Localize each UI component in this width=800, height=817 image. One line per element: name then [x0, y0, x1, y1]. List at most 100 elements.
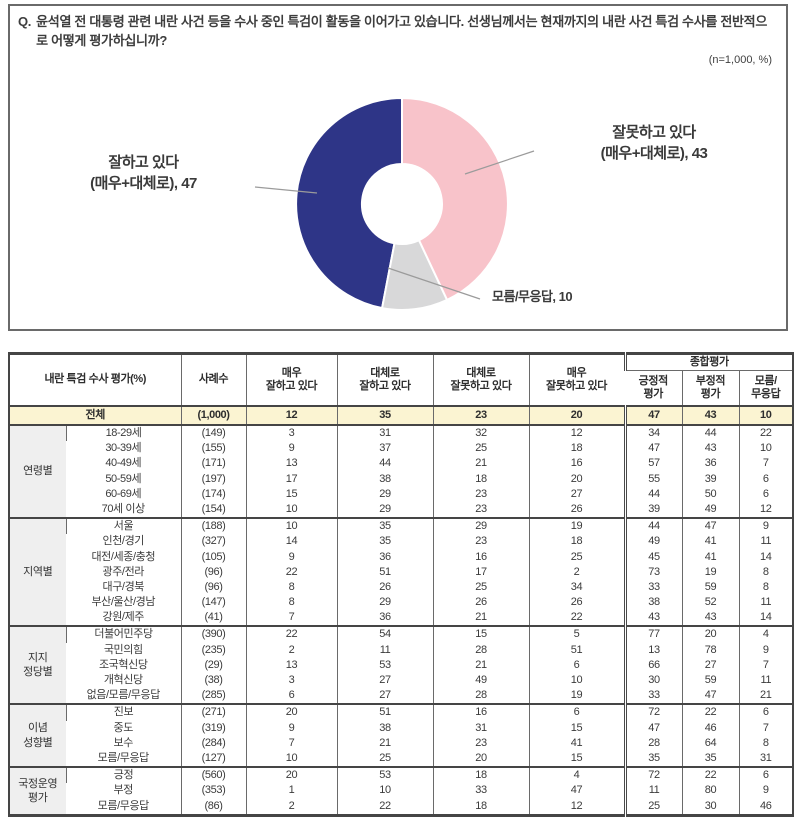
row-value: 10: [245, 501, 338, 519]
row-n: (319): [180, 720, 247, 736]
leader-line-positive: [254, 186, 318, 194]
row-n: (171): [180, 456, 247, 472]
row-value: 25: [432, 579, 530, 596]
row-value: 13: [245, 456, 338, 472]
row-value: 31: [432, 720, 530, 736]
row-value: 17: [432, 564, 530, 580]
row-value: 16: [528, 456, 626, 472]
row-value: 21: [432, 456, 530, 472]
row-value: 8: [738, 564, 794, 580]
total-label: 전체: [85, 408, 106, 421]
row-value: 53: [336, 767, 434, 784]
row-n: (154): [180, 501, 247, 519]
table-row: 대구/경북 (96) 8 26 25 34 33 59 8: [9, 579, 794, 596]
row-value: 1: [245, 783, 338, 799]
row-value: 55: [623, 471, 683, 487]
row-value: 54: [336, 626, 434, 643]
row-value: 28: [432, 642, 530, 658]
row-value: 6: [738, 767, 794, 784]
row-n: (188): [180, 518, 247, 535]
row-value: 14: [245, 534, 338, 550]
table-group-3: 이념 성향별 진보 (271) 20 51 16 6 72 22 6 중도 (319) 9 38 31 15 4…: [9, 704, 794, 768]
row-value: 32: [432, 425, 530, 442]
row-value: 80: [681, 783, 740, 799]
row-value: 22: [336, 798, 434, 816]
table-row: 50-59세 (197) 17 38 18 20 55 39 6: [9, 471, 794, 487]
row-n: (560): [180, 767, 247, 784]
donut-slice-0: [401, 96, 509, 302]
leader-line-dk: [387, 267, 481, 300]
row-value: 35: [336, 518, 434, 535]
row-value: 6: [528, 704, 626, 721]
table-row: 모름/무응답 (127) 10 25 20 15 35 35 31: [9, 750, 794, 768]
table-row: 없음/모름/무응답 (285) 6 27 28 19 33 47 21: [9, 688, 794, 705]
row-n: (127): [180, 750, 247, 768]
row-label: 개혁신당: [103, 674, 143, 686]
row-value: 26: [528, 595, 626, 611]
row-value: 25: [528, 549, 626, 565]
row-value: 38: [336, 471, 434, 487]
row-value: 33: [623, 688, 683, 705]
row-value: 27: [528, 486, 626, 502]
table-row: 30-39세 (155) 9 37 25 18 47 43 10: [9, 441, 794, 457]
row-value: 44: [336, 456, 434, 472]
row-label: 없음/모름/무응답: [86, 689, 161, 702]
row-value: 20: [681, 626, 740, 643]
row-value: 15: [528, 750, 626, 768]
row-n: (353): [180, 783, 247, 799]
row-value: 50: [681, 486, 740, 502]
row-n: (197): [180, 471, 247, 487]
row-label: 50-59세: [105, 472, 142, 485]
table-row: 국민의힘 (235) 2 11 28 51 13 78 9: [9, 642, 794, 658]
row-value: 9: [738, 783, 794, 799]
row-value: 9: [245, 549, 338, 565]
row-value: 26: [336, 579, 434, 596]
row-value: 51: [528, 642, 626, 658]
row-n: (96): [180, 579, 247, 596]
row-value: 31: [336, 425, 434, 442]
row-value: 9: [738, 518, 794, 535]
row-value: 12: [738, 501, 794, 519]
row-label: 모름/무응답: [97, 751, 150, 764]
header-negative: 부정적 평가: [681, 370, 740, 406]
row-value: 18: [528, 534, 626, 550]
row-value: 22: [528, 610, 626, 627]
table-row: 지지 정당별 더불어민주당 (390) 22 54 15 5 77 20 4: [9, 626, 794, 705]
row-value: 73: [623, 564, 683, 580]
row-label: 18-29세: [65, 425, 182, 442]
row-value: 11: [336, 642, 434, 658]
label-dk: 모름/무응답, 10: [492, 289, 573, 304]
row-value: 47: [681, 518, 740, 535]
header-title-col: 내란 특검 수사 평가(%): [44, 373, 147, 386]
row-value: 9: [245, 441, 338, 457]
row-label: 대구/경북: [102, 580, 145, 593]
table-row: 부정 (353) 1 10 33 47 11 80 9: [9, 783, 794, 799]
row-value: 78: [681, 642, 740, 658]
row-value: 10: [245, 750, 338, 768]
sample-size-note: (n=1,000, %): [708, 54, 772, 66]
row-value: 17: [245, 471, 338, 487]
group-label: 연령별: [9, 425, 66, 519]
row-value: 35: [623, 750, 683, 768]
row-label: 30-39세: [105, 442, 142, 455]
row-value: 34: [623, 425, 683, 442]
row-value: 6: [245, 688, 338, 705]
row-n: (235): [180, 642, 247, 658]
row-value: 8: [245, 579, 338, 596]
row-value: 44: [681, 425, 740, 442]
row-label: 국민의힘: [103, 643, 143, 656]
row-value: 20: [432, 750, 530, 768]
table-row: 강원/제주 (41) 7 36 21 22 43 43 14: [9, 610, 794, 627]
leader-line-negative: [464, 150, 535, 175]
row-value: 36: [336, 610, 434, 627]
row-value: 43: [681, 610, 740, 627]
row-label: 부산/울산/경남: [91, 596, 156, 609]
table-row: 지역별 서울 (188) 10 35 29 19 44 47 9: [9, 518, 794, 627]
table-row: 인천/경기 (327) 14 35 23 18 49 41 11: [9, 534, 794, 550]
header-n-col: 사례수: [180, 353, 247, 406]
row-n: (390): [180, 626, 247, 643]
row-label: 40-49세: [105, 457, 142, 470]
row-value: 15: [528, 720, 626, 736]
row-label: 진보: [65, 704, 182, 721]
row-value: 21: [432, 657, 530, 673]
